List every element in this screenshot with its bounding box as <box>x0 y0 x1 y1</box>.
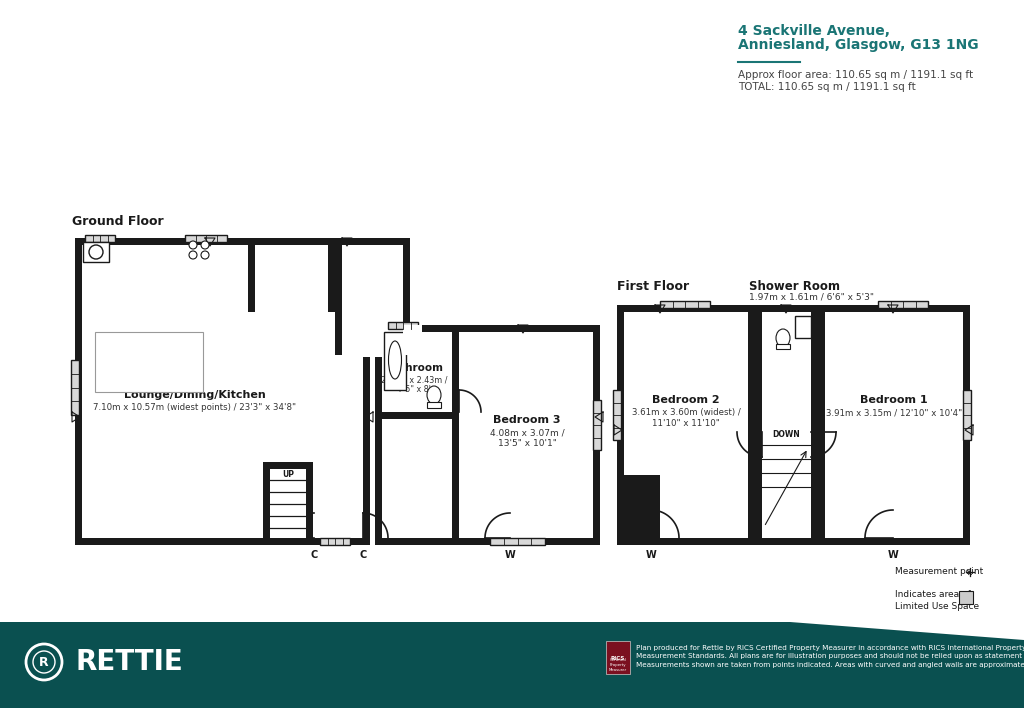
Bar <box>83 242 109 262</box>
Bar <box>762 368 811 538</box>
Bar <box>255 245 328 312</box>
Bar <box>617 475 660 545</box>
Text: Shower Room: Shower Room <box>749 280 840 293</box>
Bar <box>342 245 403 355</box>
Text: DOWN: DOWN <box>772 430 800 439</box>
Bar <box>963 390 971 440</box>
Bar <box>593 400 601 450</box>
Text: W: W <box>645 550 656 560</box>
Bar <box>75 238 370 545</box>
Bar <box>452 332 459 538</box>
Text: VELUX: VELUX <box>757 380 762 400</box>
Bar <box>959 591 973 604</box>
Bar <box>617 475 660 545</box>
Bar <box>382 332 593 538</box>
Bar <box>776 344 790 349</box>
Bar <box>606 641 630 674</box>
Ellipse shape <box>427 386 441 404</box>
Text: 3.91m x 3.15m / 12'10" x 10'4": 3.91m x 3.15m / 12'10" x 10'4" <box>826 409 963 418</box>
Text: Bathroom: Bathroom <box>385 363 443 373</box>
Bar <box>490 538 545 545</box>
Ellipse shape <box>776 329 790 347</box>
Text: 1.97m x 1.61m / 6'6" x 5'3": 1.97m x 1.61m / 6'6" x 5'3" <box>749 293 874 302</box>
Bar <box>624 312 748 538</box>
Text: First Floor: First Floor <box>617 280 689 293</box>
Bar <box>795 316 811 338</box>
Text: W: W <box>505 550 515 560</box>
Text: W: W <box>888 550 898 560</box>
Bar <box>878 301 928 308</box>
Text: Bedroom 3: Bedroom 3 <box>494 415 561 425</box>
Bar <box>0 622 1024 708</box>
Text: Entrance
Hall: Entrance Hall <box>346 279 398 301</box>
Circle shape <box>189 241 197 249</box>
Text: Bedroom 1: Bedroom 1 <box>860 395 928 405</box>
Text: 6'2" x 6'8": 6'2" x 6'8" <box>270 285 311 295</box>
Text: TOTAL: 110.65 sq m / 1191.1 sq ft: TOTAL: 110.65 sq m / 1191.1 sq ft <box>738 82 915 92</box>
Bar <box>82 245 362 538</box>
Bar <box>403 325 422 355</box>
Text: 4 Sackville Avenue,: 4 Sackville Avenue, <box>738 24 890 38</box>
Bar <box>375 325 600 545</box>
Bar <box>71 360 79 415</box>
Circle shape <box>89 245 103 259</box>
Bar <box>270 469 306 538</box>
Text: Lounge/Dining/Kitchen: Lounge/Dining/Kitchen <box>124 390 266 400</box>
Bar <box>755 368 818 545</box>
Text: 3.61m x 3.60m (widest) /: 3.61m x 3.60m (widest) / <box>632 409 740 418</box>
Polygon shape <box>790 622 1024 640</box>
Circle shape <box>201 251 209 259</box>
Bar <box>762 312 811 368</box>
Text: 11'10" x 11'10": 11'10" x 11'10" <box>652 418 720 428</box>
Bar <box>624 482 660 545</box>
Bar <box>185 235 227 242</box>
Text: Measurement point: Measurement point <box>895 568 983 576</box>
Text: Anniesland, Glasgow, G13 1NG: Anniesland, Glasgow, G13 1NG <box>738 38 979 52</box>
Text: 7.10m x 10.57m (widest points) / 23'3" x 34'8": 7.10m x 10.57m (widest points) / 23'3" x… <box>93 404 297 413</box>
Text: UP: UP <box>282 470 294 479</box>
Text: Ground Floor: Ground Floor <box>72 215 164 228</box>
Bar <box>319 538 350 545</box>
Text: 13'5" x 10'1": 13'5" x 10'1" <box>498 438 556 447</box>
Bar <box>388 322 418 329</box>
Circle shape <box>189 251 197 259</box>
Bar <box>617 305 755 545</box>
Bar <box>342 348 403 357</box>
Bar <box>825 312 963 538</box>
Bar <box>85 235 115 242</box>
Bar <box>95 332 203 392</box>
Text: Certified
Property
Measurer: Certified Property Measurer <box>609 658 627 672</box>
Text: RICS: RICS <box>610 656 626 661</box>
Bar <box>818 305 970 545</box>
Text: C: C <box>359 550 367 560</box>
Text: R: R <box>39 656 49 668</box>
Bar <box>382 412 452 419</box>
Bar <box>755 305 818 368</box>
Text: 7'5" x 8': 7'5" x 8' <box>397 385 430 394</box>
Bar <box>762 361 811 370</box>
Text: Approx floor area: 110.65 sq m / 1191.1 sq ft: Approx floor area: 110.65 sq m / 1191.1 … <box>738 70 973 80</box>
Bar <box>255 305 328 314</box>
Text: Utility: Utility <box>273 263 309 273</box>
Text: Bedroom 2: Bedroom 2 <box>652 395 720 405</box>
Bar <box>335 238 410 355</box>
Text: Plan produced for Rettie by RICS Certified Property Measurer in accordance with : Plan produced for Rettie by RICS Certifi… <box>636 645 1024 668</box>
Bar <box>613 390 621 440</box>
Text: 2.25m x 2.43m /: 2.25m x 2.43m / <box>381 375 447 384</box>
Bar <box>384 332 406 390</box>
Text: 4.08m x 3.07m /: 4.08m x 3.07m / <box>489 428 564 438</box>
Text: Indicates area of
Limited Use Space: Indicates area of Limited Use Space <box>895 590 979 611</box>
Circle shape <box>201 241 209 249</box>
Text: RETTIE: RETTIE <box>76 648 183 676</box>
Bar <box>427 402 441 408</box>
Text: 1.89m x 2.04m /: 1.89m x 2.04m / <box>258 275 325 285</box>
Bar <box>248 238 335 312</box>
Text: C: C <box>310 550 317 560</box>
Bar <box>660 301 710 308</box>
Bar <box>263 462 313 545</box>
Ellipse shape <box>388 341 401 379</box>
